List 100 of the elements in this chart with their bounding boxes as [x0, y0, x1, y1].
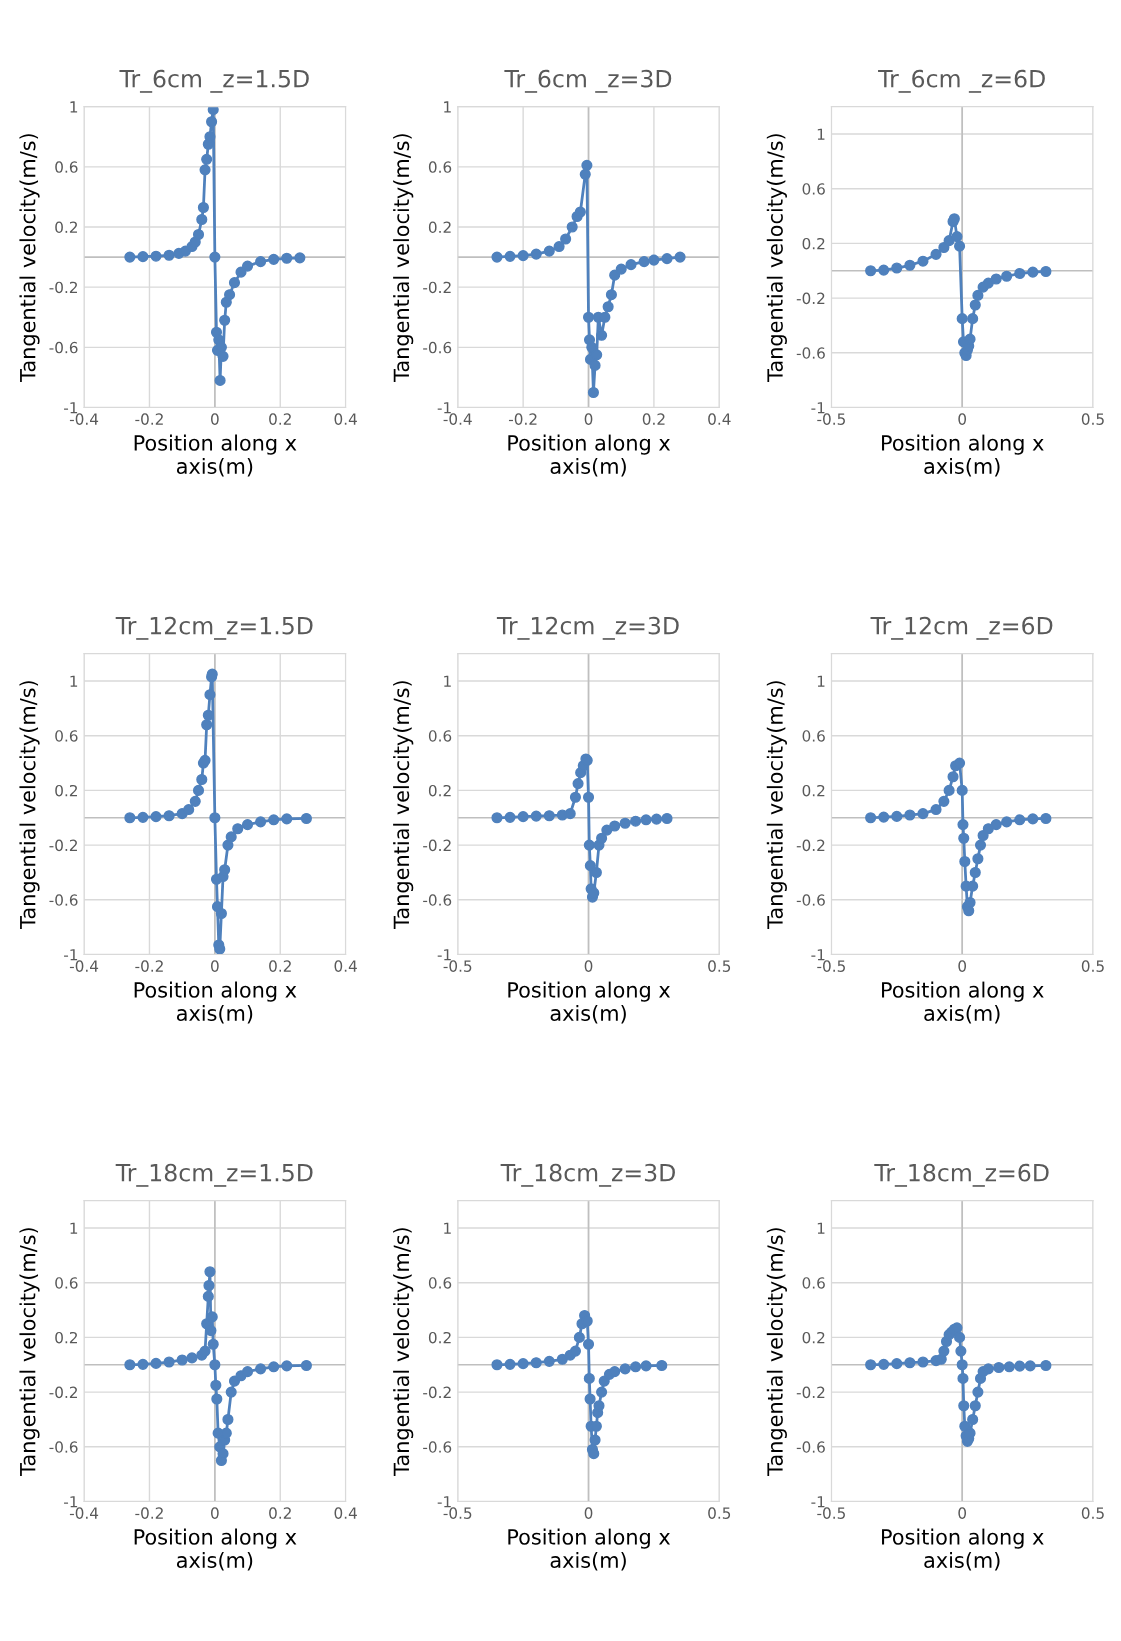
point: [596, 1386, 608, 1398]
point: [878, 811, 890, 823]
point: [206, 116, 218, 128]
y-tick-label: -0.6: [796, 347, 825, 359]
point: [584, 860, 596, 872]
chart-title: Tr_12cm _z=3D: [496, 616, 679, 640]
y-tick-label: 0.6: [802, 1277, 825, 1289]
y-tick-label: -0.6: [796, 894, 825, 906]
point: [1014, 814, 1026, 826]
point: [530, 248, 542, 260]
point: [530, 1357, 542, 1369]
x-tick-label: 0.5: [1081, 413, 1104, 425]
point: [917, 255, 929, 267]
x-tick-label: 0: [958, 413, 967, 425]
y-tick-label: 1: [817, 128, 825, 140]
x-tick-label: 0.2: [269, 1507, 291, 1519]
point: [917, 808, 929, 820]
point: [954, 1331, 966, 1343]
point: [865, 1359, 877, 1371]
x-tick-label: -0.2: [135, 1507, 163, 1519]
point: [241, 819, 254, 831]
y-tick-label: 0.6: [55, 730, 78, 742]
point: [150, 250, 162, 262]
y-tick-label: -0.2: [49, 281, 77, 294]
x-tick-label: -0.4: [69, 1507, 99, 1519]
point: [957, 1372, 969, 1384]
point: [630, 815, 642, 827]
y-tick-label: -1: [811, 402, 825, 414]
chart-title: Tr_18cm_z=3D: [500, 1163, 675, 1187]
point: [217, 350, 229, 362]
y-tick-label: -0.6: [423, 341, 452, 354]
point: [943, 784, 955, 796]
y-tick-label: -0.2: [423, 281, 451, 294]
point: [1040, 812, 1052, 825]
point: [1027, 266, 1039, 278]
y-tick-label: -0.2: [796, 292, 825, 305]
point: [203, 1279, 215, 1292]
point: [572, 778, 584, 790]
point: [1014, 267, 1026, 280]
point: [982, 823, 994, 835]
x-tick-label: 0.5: [708, 1507, 731, 1519]
point: [163, 810, 175, 822]
x-tick-label: 0.4: [334, 413, 357, 425]
point: [956, 1359, 968, 1371]
y-axis-title: Tangential velocity(m/s): [19, 1228, 40, 1476]
point: [207, 106, 219, 116]
y-tick-label: -0.2: [423, 839, 451, 852]
point: [560, 233, 572, 245]
point: [196, 773, 208, 786]
point: [192, 228, 205, 241]
point: [281, 813, 293, 825]
point: [214, 374, 226, 386]
point: [958, 832, 970, 844]
point: [504, 1358, 516, 1370]
y-tick-label: 0.6: [55, 161, 78, 173]
point: [225, 831, 237, 843]
point: [1024, 1360, 1036, 1372]
point: [589, 1434, 601, 1446]
y-tick-label: -1: [64, 402, 78, 414]
point: [967, 1413, 979, 1426]
y-tick-label: 0.2: [55, 221, 77, 234]
x-tick-label: 0: [584, 1507, 593, 1519]
y-tick-label: -0.2: [423, 1386, 451, 1399]
chart-title: Tr_18cm_z=6D: [874, 1163, 1049, 1187]
point: [517, 811, 529, 823]
x-tick-label: 0: [958, 960, 967, 972]
point: [219, 314, 231, 326]
x-axis-title: Position along x axis(m): [134, 981, 297, 1024]
y-axis-title: Tangential velocity(m/s): [393, 1228, 414, 1476]
point: [947, 771, 959, 783]
chart-title: Tr_12cm_z=1.5D: [115, 616, 313, 640]
chart-title: Tr_6cm _z=3D: [504, 69, 672, 93]
y-tick-label: 1: [70, 1222, 78, 1234]
x-tick-label: 0: [584, 960, 593, 972]
x-axis-title: Position along x axis(m): [882, 434, 1044, 477]
y-tick-label: -1: [64, 1496, 78, 1508]
x-tick-label: -0.4: [69, 960, 99, 972]
point: [281, 252, 293, 264]
y-tick-label: 0.2: [55, 784, 77, 797]
y-tick-label: 0.6: [802, 730, 825, 742]
point: [582, 311, 595, 323]
point: [504, 811, 516, 823]
x-tick-label: -0.2: [508, 413, 537, 425]
point: [904, 259, 916, 271]
y-tick-label: -1: [437, 1496, 451, 1508]
point: [150, 1357, 162, 1369]
y-tick-label: 1: [70, 101, 78, 113]
x-tick-label: -0.5: [443, 1507, 472, 1519]
point: [619, 817, 631, 829]
x-tick-label: -0.5: [443, 960, 472, 972]
point: [1040, 265, 1052, 278]
y-tick-label: -1: [437, 949, 451, 961]
x-tick-label: 0.2: [642, 413, 665, 425]
point: [930, 248, 942, 260]
point: [1001, 270, 1013, 282]
x-tick-label: -0.2: [135, 960, 163, 972]
point: [956, 784, 968, 796]
point: [1001, 816, 1013, 828]
x-tick-label: -0.2: [135, 413, 163, 425]
point: [491, 812, 503, 824]
